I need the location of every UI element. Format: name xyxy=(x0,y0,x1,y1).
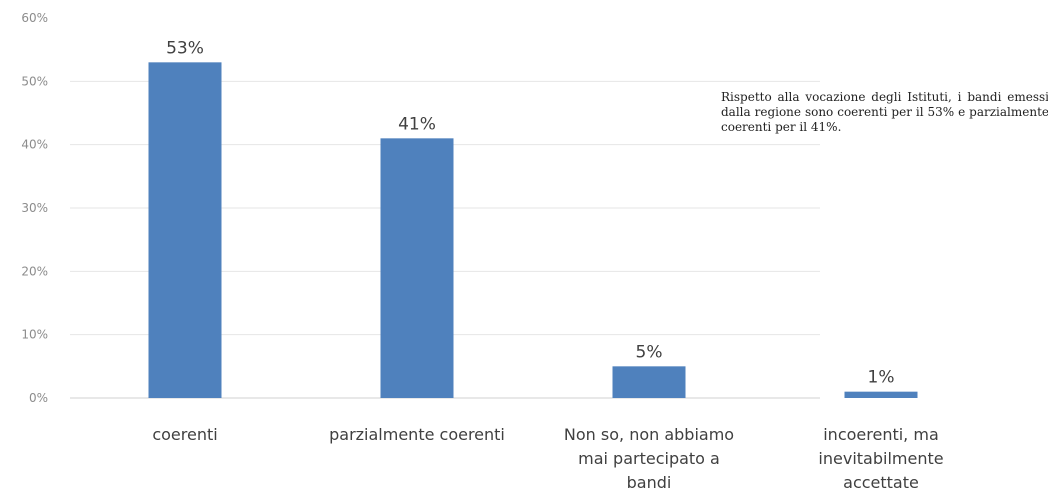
category-label: bandi xyxy=(627,473,672,492)
data-label: 5% xyxy=(636,342,663,362)
bar xyxy=(148,62,222,398)
category-label: mai partecipato a xyxy=(578,449,720,468)
category-labels: coerenti parzialmente coerenti Non so, non… xyxy=(152,425,943,492)
y-tick-label: 40% xyxy=(21,138,48,152)
y-tick-label: 30% xyxy=(21,201,48,215)
chart-annotation: Rispetto alla vocazione degli Istituti, … xyxy=(721,90,1048,134)
y-tick-label: 20% xyxy=(21,264,48,278)
category-label: Non so, non abbiamo xyxy=(564,425,734,444)
y-tick-label: 0% xyxy=(29,391,48,405)
data-labels: 53% 41% 5% 1% xyxy=(166,38,894,387)
category-label: incoerenti, ma xyxy=(823,425,939,444)
category-label: parzialmente coerenti xyxy=(329,425,505,444)
y-tick-label: 50% xyxy=(21,74,48,88)
data-label: 1% xyxy=(868,368,895,388)
bar xyxy=(612,366,686,398)
category-label: coerenti xyxy=(152,425,217,444)
category-label: inevitabilmente xyxy=(818,449,943,468)
bar xyxy=(844,391,918,398)
category-label: accettate xyxy=(843,473,919,492)
data-label: 41% xyxy=(398,114,436,134)
bar xyxy=(380,138,454,399)
y-axis-ticks: 0% 10% 20% 30% 40% 50% 60% xyxy=(21,11,48,405)
data-label: 53% xyxy=(166,38,204,58)
bars xyxy=(148,62,918,399)
y-tick-label: 60% xyxy=(21,11,48,25)
y-tick-label: 10% xyxy=(21,328,48,342)
